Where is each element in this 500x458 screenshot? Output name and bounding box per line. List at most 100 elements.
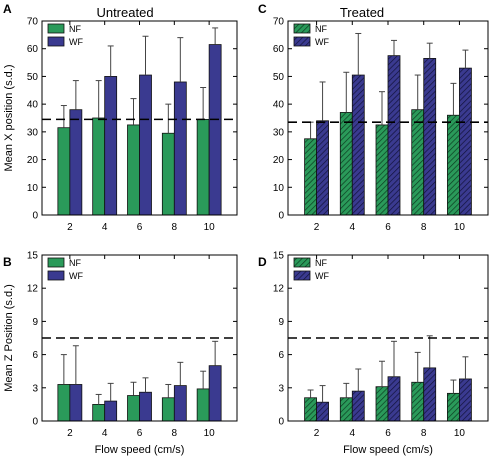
y-tick-label: 0: [32, 417, 38, 428]
x-tick-label: 10: [204, 428, 216, 439]
bar-nf: [339, 397, 353, 422]
panel-title: Treated: [340, 5, 384, 20]
bar-nf: [57, 384, 71, 422]
bar-wf: [459, 67, 472, 216]
x-tick-label: 10: [454, 428, 466, 439]
bar-wf: [173, 81, 187, 216]
y-axis-label: Mean Z Position (s.d.): [3, 284, 15, 392]
bar-nf: [339, 112, 353, 216]
x-tick-label: 8: [172, 222, 178, 233]
panel-C: C Treated 0 10 20 30 40 50 60 70 2 4 6 8 10 NF WF: [258, 2, 489, 233]
x-tick-label: 6: [385, 222, 391, 233]
y-tick-label: 20: [273, 155, 285, 166]
bar-nf: [161, 132, 175, 216]
y-tick-label: 0: [278, 417, 284, 428]
bar-wf: [351, 390, 365, 422]
bar-nf: [57, 127, 71, 216]
bar-wf: [316, 401, 329, 422]
y-tick-label: 12: [273, 284, 285, 295]
y-tick-label: 6: [278, 350, 284, 361]
panel-letter: A: [3, 2, 12, 16]
x-axis-label: Flow speed (cm/s): [95, 444, 185, 456]
bar-nf: [92, 117, 106, 216]
bar-wf: [139, 391, 152, 422]
bar-nf: [196, 388, 210, 422]
x-tick-label: 2: [314, 428, 320, 439]
y-tick-label: 70: [273, 17, 285, 28]
bar-nf: [196, 118, 210, 216]
x-tick-label: 4: [350, 222, 356, 233]
bar-wf: [459, 378, 472, 422]
legend-label-wf: WF: [315, 37, 329, 47]
y-tick-label: 0: [32, 211, 38, 222]
bar-nf: [92, 403, 106, 422]
x-tick-label: 10: [204, 222, 216, 233]
legend-label-wf: WF: [315, 271, 329, 281]
y-tick-label: 9: [278, 317, 284, 328]
bar-nf: [447, 392, 460, 422]
bar-wf: [69, 384, 83, 422]
y-tick-label: 3: [278, 383, 284, 394]
bar-nf: [304, 397, 317, 422]
legend-label-wf: WF: [69, 271, 83, 281]
y-tick-label: 40: [273, 100, 285, 111]
bar-nf: [161, 397, 175, 422]
y-tick-label: 30: [27, 127, 39, 138]
x-tick-label: 6: [385, 428, 391, 439]
y-tick-label: 30: [273, 127, 285, 138]
x-tick-label: 4: [350, 428, 356, 439]
legend-swatch-wf: [47, 36, 65, 47]
plot-frame: [41, 254, 238, 422]
legend-swatch-wf: [293, 36, 311, 47]
bar-nf: [127, 395, 140, 422]
bar-wf: [351, 74, 365, 216]
bar-wf: [139, 74, 152, 216]
panel-A: A Untreated 0 10 20 30 40 50 60 70 Mean X position…: [3, 2, 238, 233]
y-tick-label: 60: [27, 44, 39, 55]
y-tick-label: 15: [273, 251, 285, 262]
bar-nf: [375, 386, 389, 422]
y-tick-label: 12: [27, 284, 39, 295]
bar-wf: [104, 76, 118, 216]
y-tick-label: 40: [27, 100, 39, 111]
y-tick-label: 50: [27, 72, 39, 83]
bar-wf: [387, 376, 401, 422]
bar-nf: [411, 381, 425, 422]
y-tick-label: 60: [273, 44, 285, 55]
x-tick-label: 2: [67, 428, 73, 439]
panel-letter: B: [3, 255, 12, 269]
panel-B: B 0 3 6 9 12 15 Mean Z Position (s.d.) 2 4 6 8 10 Flo…: [3, 251, 238, 456]
legend-swatch-wf: [293, 270, 311, 281]
y-tick-label: 70: [27, 17, 39, 28]
x-tick-label: 4: [102, 222, 108, 233]
plot-frame: [287, 20, 489, 216]
plot-frame: [41, 20, 238, 216]
y-tick-label: 9: [32, 317, 38, 328]
x-tick-label: 8: [421, 428, 427, 439]
legend-label-nf: NF: [69, 258, 81, 268]
legend-swatch-nf: [47, 23, 65, 34]
bar-nf: [447, 114, 460, 216]
plot-frame: [287, 254, 489, 422]
x-tick-label: 8: [172, 428, 178, 439]
legend-swatch-nf: [293, 23, 311, 34]
x-tick-label: 2: [314, 222, 320, 233]
bar-wf: [104, 400, 118, 422]
bar-wf: [423, 367, 437, 422]
bar-wf: [69, 109, 83, 216]
bar-wf: [208, 44, 222, 216]
x-tick-label: 6: [137, 428, 143, 439]
y-tick-label: 10: [27, 183, 39, 194]
x-tick-label: 4: [102, 428, 108, 439]
panel-letter: D: [258, 255, 267, 269]
y-tick-label: 20: [27, 155, 39, 166]
x-axis-label: Flow speed (cm/s): [343, 444, 433, 456]
y-tick-label: 10: [273, 183, 285, 194]
bar-nf: [375, 124, 389, 216]
y-tick-label: 6: [32, 350, 38, 361]
panel-letter: C: [258, 2, 267, 16]
panel-D: D 0 3 6 9 12 15 2 4 6 8 10 Flow speed (cm/s) NF WF: [258, 251, 489, 456]
legend-label-nf: NF: [69, 24, 81, 34]
x-tick-label: 2: [67, 222, 73, 233]
y-tick-label: 3: [32, 383, 38, 394]
